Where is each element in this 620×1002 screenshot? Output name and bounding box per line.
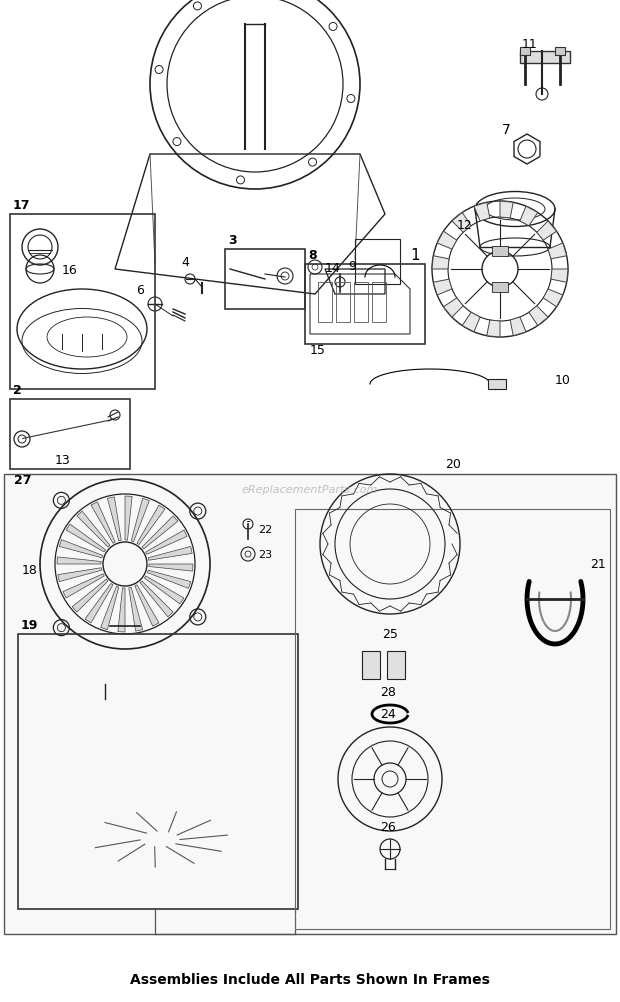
Bar bbox=[4, 475, 616, 934]
Polygon shape bbox=[140, 581, 173, 617]
Polygon shape bbox=[437, 232, 457, 249]
Bar bbox=[520, 48, 530, 56]
Bar bbox=[492, 246, 508, 257]
Text: 18: 18 bbox=[22, 563, 38, 576]
Text: 22: 22 bbox=[258, 524, 272, 534]
Text: 28: 28 bbox=[380, 685, 396, 698]
Polygon shape bbox=[66, 524, 105, 552]
Text: 15: 15 bbox=[310, 343, 326, 356]
Polygon shape bbox=[148, 571, 191, 589]
Text: 20: 20 bbox=[445, 458, 461, 471]
Bar bbox=[492, 283, 508, 293]
Bar bbox=[305, 265, 425, 345]
Bar bbox=[18, 634, 298, 909]
Text: Assemblies Include All Parts Shown In Frames: Assemblies Include All Parts Shown In Fr… bbox=[130, 972, 490, 986]
Text: 16: 16 bbox=[62, 264, 78, 277]
Bar bbox=[10, 400, 130, 470]
Text: 25: 25 bbox=[382, 628, 398, 641]
Bar bbox=[225, 249, 305, 310]
Polygon shape bbox=[85, 584, 113, 623]
Polygon shape bbox=[118, 588, 125, 632]
Text: 6: 6 bbox=[136, 284, 144, 297]
Bar bbox=[488, 380, 506, 390]
Polygon shape bbox=[142, 516, 178, 549]
Polygon shape bbox=[131, 499, 149, 542]
Text: 24: 24 bbox=[380, 707, 396, 720]
Text: 17: 17 bbox=[13, 198, 30, 211]
Polygon shape bbox=[433, 280, 452, 296]
Polygon shape bbox=[129, 587, 143, 631]
Text: 23: 23 bbox=[258, 549, 272, 559]
Text: 21: 21 bbox=[590, 558, 606, 571]
Polygon shape bbox=[107, 497, 122, 541]
Text: 2: 2 bbox=[13, 384, 22, 397]
Polygon shape bbox=[144, 576, 184, 604]
Polygon shape bbox=[137, 506, 165, 545]
Polygon shape bbox=[135, 585, 159, 626]
Polygon shape bbox=[91, 502, 115, 544]
Polygon shape bbox=[100, 587, 119, 630]
Polygon shape bbox=[529, 307, 548, 327]
Polygon shape bbox=[77, 512, 110, 547]
Polygon shape bbox=[537, 221, 557, 240]
Text: 11: 11 bbox=[522, 37, 538, 50]
Text: 1: 1 bbox=[410, 247, 420, 263]
Bar bbox=[318, 283, 332, 323]
Text: 13: 13 bbox=[55, 453, 71, 466]
Polygon shape bbox=[57, 557, 101, 564]
Polygon shape bbox=[63, 574, 104, 598]
Polygon shape bbox=[510, 318, 526, 337]
Polygon shape bbox=[72, 579, 108, 612]
Text: 14: 14 bbox=[325, 262, 341, 275]
Bar bbox=[372, 283, 386, 323]
Polygon shape bbox=[148, 547, 192, 561]
Polygon shape bbox=[543, 290, 563, 308]
Text: 10: 10 bbox=[555, 373, 571, 386]
Text: 3: 3 bbox=[228, 233, 237, 246]
Bar bbox=[295, 509, 610, 929]
Polygon shape bbox=[432, 257, 449, 270]
Polygon shape bbox=[500, 201, 513, 218]
Polygon shape bbox=[452, 213, 471, 233]
Text: 8: 8 bbox=[308, 248, 317, 262]
Polygon shape bbox=[474, 203, 490, 221]
Bar bbox=[336, 283, 350, 323]
Polygon shape bbox=[60, 540, 102, 558]
Polygon shape bbox=[551, 270, 568, 283]
Bar bbox=[4, 475, 616, 934]
Polygon shape bbox=[463, 313, 480, 333]
Polygon shape bbox=[487, 321, 500, 338]
Text: 27: 27 bbox=[14, 473, 32, 486]
Bar bbox=[520, 52, 570, 64]
Polygon shape bbox=[149, 564, 193, 571]
Bar bbox=[387, 651, 405, 679]
Polygon shape bbox=[58, 568, 102, 582]
Polygon shape bbox=[146, 530, 187, 555]
Text: 7: 7 bbox=[502, 123, 511, 137]
Text: 4: 4 bbox=[181, 256, 189, 269]
Text: 26: 26 bbox=[380, 821, 396, 834]
Polygon shape bbox=[125, 497, 132, 541]
Text: 12: 12 bbox=[457, 218, 472, 231]
Bar bbox=[10, 214, 155, 390]
Polygon shape bbox=[548, 243, 567, 260]
Text: 9: 9 bbox=[348, 261, 356, 274]
Bar bbox=[555, 48, 565, 56]
Polygon shape bbox=[443, 299, 463, 318]
Text: 19: 19 bbox=[21, 618, 38, 631]
Polygon shape bbox=[520, 207, 538, 226]
Text: eReplacementParts.com: eReplacementParts.com bbox=[242, 485, 378, 495]
Bar bbox=[354, 283, 368, 323]
Bar bbox=[362, 651, 380, 679]
